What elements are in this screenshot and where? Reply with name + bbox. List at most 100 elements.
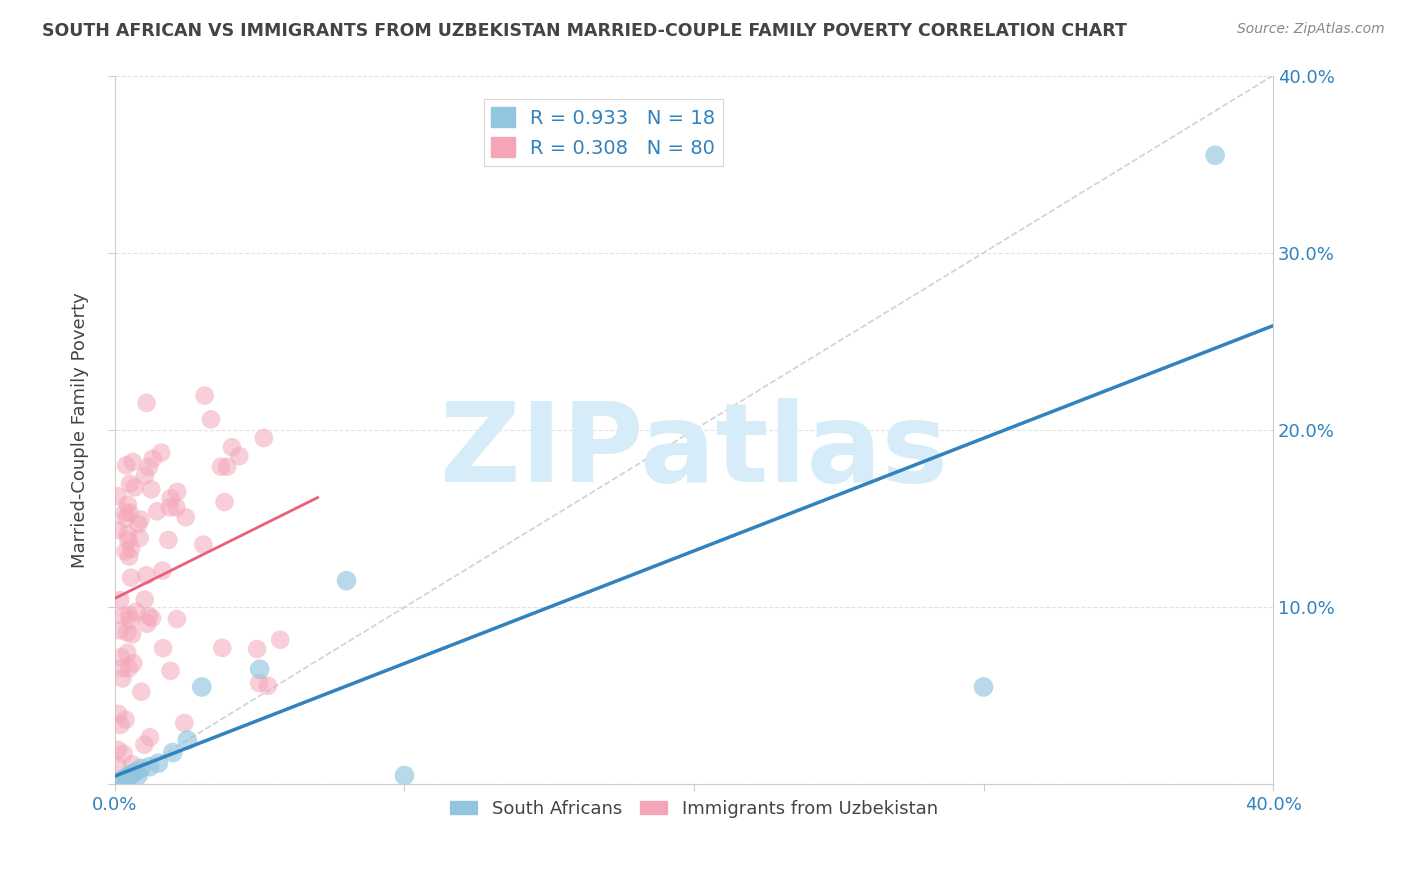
Point xyxy=(129,684,152,698)
Point xyxy=(110,718,132,732)
Point xyxy=(121,766,143,780)
Point xyxy=(217,459,239,474)
Point xyxy=(110,773,132,788)
Point xyxy=(173,716,195,731)
Y-axis label: Married-Couple Family Poverty: Married-Couple Family Poverty xyxy=(72,292,89,568)
Point xyxy=(146,504,169,518)
Point xyxy=(166,612,188,626)
Point xyxy=(125,605,148,619)
Point xyxy=(134,468,156,483)
Point xyxy=(114,544,136,558)
Point xyxy=(129,512,152,526)
Point xyxy=(394,768,416,782)
Point xyxy=(117,625,139,640)
Point xyxy=(152,564,174,578)
Point xyxy=(176,733,198,747)
Point xyxy=(159,500,181,515)
Point xyxy=(117,498,139,512)
Point xyxy=(200,412,222,426)
Point xyxy=(122,657,145,671)
Point xyxy=(107,523,129,537)
Point xyxy=(115,770,138,784)
Point xyxy=(114,506,136,520)
Point xyxy=(257,679,280,693)
Point xyxy=(121,627,143,641)
Point xyxy=(118,661,141,675)
Point xyxy=(117,533,139,548)
Point xyxy=(211,640,233,655)
Point xyxy=(112,772,135,786)
Point xyxy=(193,538,215,552)
Point xyxy=(162,746,184,760)
Point xyxy=(174,510,197,524)
Point xyxy=(118,506,141,520)
Point xyxy=(136,616,159,631)
Point xyxy=(152,641,174,656)
Point xyxy=(247,676,270,690)
Point xyxy=(142,451,165,466)
Point xyxy=(166,484,188,499)
Point xyxy=(335,574,357,588)
Point xyxy=(138,760,160,774)
Point xyxy=(228,449,250,463)
Point xyxy=(112,747,135,761)
Point xyxy=(111,609,134,624)
Point xyxy=(120,613,142,627)
Point xyxy=(117,646,139,660)
Point xyxy=(115,458,138,473)
Point xyxy=(121,455,143,469)
Text: ZIPatlas: ZIPatlas xyxy=(440,398,948,505)
Point xyxy=(191,680,214,694)
Point xyxy=(120,541,142,556)
Point xyxy=(139,731,162,745)
Point xyxy=(141,483,163,497)
Point xyxy=(159,491,181,506)
Point xyxy=(150,445,173,459)
Point xyxy=(118,476,141,491)
Point xyxy=(129,762,152,776)
Point xyxy=(249,662,271,676)
Point xyxy=(118,768,141,782)
Point xyxy=(138,609,160,624)
Point xyxy=(221,440,243,454)
Point xyxy=(157,533,180,547)
Point xyxy=(110,650,132,665)
Point xyxy=(121,757,143,772)
Point xyxy=(124,480,146,494)
Point xyxy=(135,396,157,410)
Point xyxy=(124,764,146,779)
Point xyxy=(111,661,134,675)
Point xyxy=(118,549,141,564)
Point xyxy=(134,738,156,752)
Point xyxy=(108,624,131,638)
Point xyxy=(134,592,156,607)
Point xyxy=(138,460,160,475)
Point xyxy=(253,431,276,445)
Point xyxy=(209,459,232,474)
Point xyxy=(1204,148,1226,162)
Point xyxy=(194,388,217,402)
Point xyxy=(117,527,139,541)
Point xyxy=(107,759,129,773)
Point xyxy=(107,706,129,721)
Point xyxy=(114,713,136,727)
Point xyxy=(110,593,132,607)
Point xyxy=(127,517,149,532)
Point xyxy=(107,489,129,503)
Point xyxy=(118,607,141,622)
Point xyxy=(111,672,134,686)
Point xyxy=(973,680,995,694)
Point xyxy=(120,571,142,585)
Point xyxy=(135,568,157,582)
Point xyxy=(269,632,291,647)
Text: SOUTH AFRICAN VS IMMIGRANTS FROM UZBEKISTAN MARRIED-COUPLE FAMILY POVERTY CORREL: SOUTH AFRICAN VS IMMIGRANTS FROM UZBEKIS… xyxy=(42,22,1128,40)
Point xyxy=(141,611,163,625)
Point xyxy=(148,756,170,771)
Legend: South Africans, Immigrants from Uzbekistan: South Africans, Immigrants from Uzbekist… xyxy=(443,793,945,825)
Point xyxy=(214,495,236,509)
Point xyxy=(159,664,181,678)
Point xyxy=(165,500,187,515)
Point xyxy=(114,511,136,525)
Point xyxy=(127,768,149,782)
Text: Source: ZipAtlas.com: Source: ZipAtlas.com xyxy=(1237,22,1385,37)
